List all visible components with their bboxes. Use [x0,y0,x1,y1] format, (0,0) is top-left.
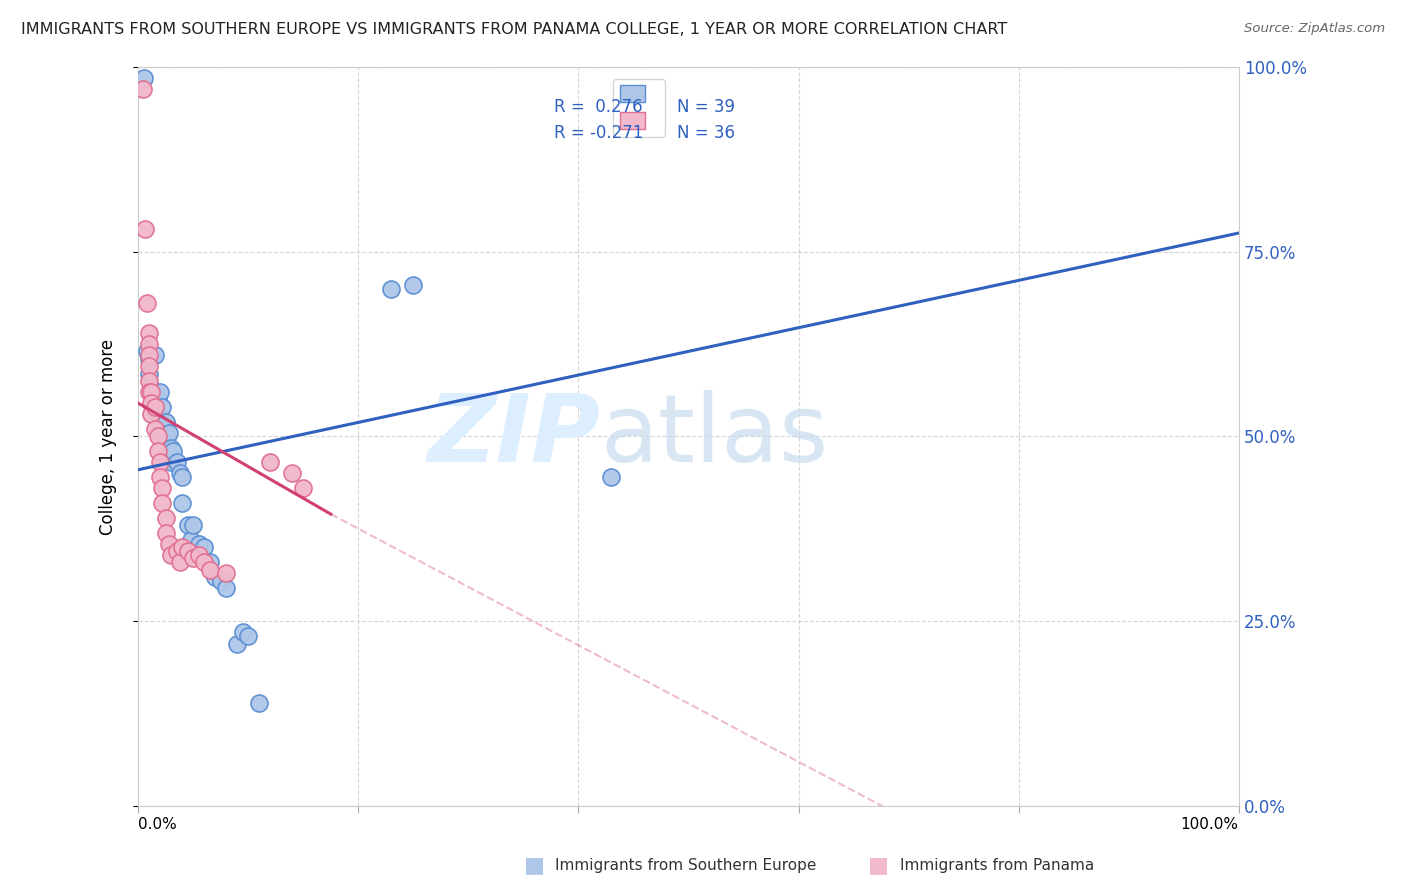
Point [181,551,204,566]
Point [152,400,174,414]
Point [155,511,177,525]
Point [131,82,153,96]
Point [155,525,177,540]
Point [141,407,163,421]
Point [215,566,238,581]
Point [204,570,226,584]
Point [138,374,160,388]
Point [138,348,160,362]
Text: R =  0.276: R = 0.276 [554,98,643,116]
Point [157,425,180,440]
Point [136,344,159,359]
Point [143,389,166,403]
Y-axis label: College, 1 year or more: College, 1 year or more [100,338,117,534]
Point [166,455,188,469]
Text: N = 39: N = 39 [678,98,735,116]
Legend: , : , [613,78,665,136]
Point [141,381,163,395]
Point [141,396,163,410]
Point [146,407,169,421]
Text: atlas: atlas [600,391,828,483]
Text: Immigrants from Southern Europe: Immigrants from Southern Europe [555,858,817,872]
Point [172,541,194,555]
Point [160,455,183,469]
Point [238,629,260,643]
Point [160,441,183,455]
Point [226,636,249,650]
Text: Source: ZipAtlas.com: Source: ZipAtlas.com [1244,22,1385,36]
Point [138,337,160,351]
Point [143,400,166,414]
Point [149,385,172,400]
Point [402,277,425,292]
Point [138,385,160,400]
Text: 0.0%: 0.0% [138,817,177,832]
Point [141,385,163,400]
Text: IMMIGRANTS FROM SOUTHERN EUROPE VS IMMIGRANTS FROM PANAMA COLLEGE, 1 YEAR OR MOR: IMMIGRANTS FROM SOUTHERN EUROPE VS IMMIG… [21,22,1007,37]
Point [136,296,159,310]
Point [209,574,232,588]
Point [152,496,174,510]
Point [232,625,254,640]
Point [160,548,183,562]
Text: ZIP: ZIP [427,391,600,483]
Point [134,222,156,236]
Point [155,415,177,429]
Point [247,696,270,710]
Point [177,544,200,558]
Point [162,444,184,458]
Point [169,467,191,481]
Point [143,348,166,362]
Text: ■: ■ [869,855,889,875]
Point [180,533,202,547]
Point [155,429,177,443]
Point [292,481,315,495]
Point [172,496,194,510]
Point [198,563,221,577]
Point [132,70,155,85]
Point [138,359,160,374]
Point [380,281,402,295]
Point [157,537,180,551]
Point [259,455,281,469]
Point [281,467,304,481]
Point [146,392,169,407]
Text: 100.0%: 100.0% [1181,817,1239,832]
Point [172,470,194,484]
Point [138,367,160,381]
Text: R = -0.271: R = -0.271 [554,124,644,142]
Text: ■: ■ [524,855,544,875]
Point [152,481,174,495]
Point [149,455,172,469]
Point [146,429,169,443]
Point [187,537,209,551]
Point [152,418,174,433]
Point [149,470,172,484]
Point [138,326,160,340]
Point [600,470,623,484]
Point [193,541,215,555]
Text: Immigrants from Panama: Immigrants from Panama [900,858,1094,872]
Point [177,518,200,533]
Point [141,396,163,410]
Point [169,555,191,569]
Point [215,581,238,595]
Point [181,518,204,533]
Point [187,548,209,562]
Point [143,422,166,436]
Text: N = 36: N = 36 [678,124,735,142]
Point [198,555,221,569]
Point [138,351,160,366]
Point [166,544,188,558]
Point [146,444,169,458]
Point [193,555,215,569]
